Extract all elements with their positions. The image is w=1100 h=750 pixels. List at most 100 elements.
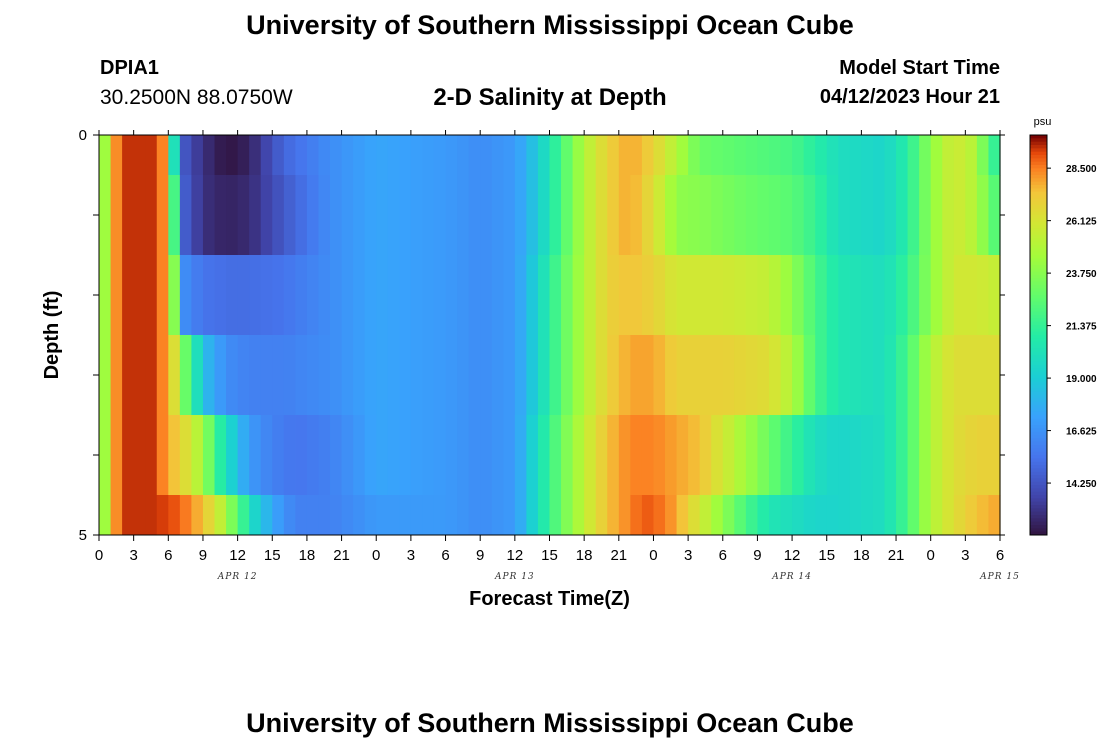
heatmap-cell bbox=[468, 415, 481, 496]
heatmap-cell bbox=[792, 415, 805, 496]
heatmap-cell bbox=[399, 175, 412, 256]
heatmap-cell bbox=[272, 335, 285, 416]
heatmap-cell bbox=[364, 175, 377, 256]
y-tick-label: 0 bbox=[79, 127, 87, 144]
heatmap-cell bbox=[214, 175, 227, 256]
heatmap-cell bbox=[364, 495, 377, 536]
heatmap-cell bbox=[688, 255, 701, 336]
heatmap-cell bbox=[665, 495, 678, 536]
colorbar-band bbox=[1030, 431, 1047, 436]
colorbar-band bbox=[1030, 311, 1047, 316]
colorbar-band bbox=[1030, 165, 1047, 169]
colorbar-band bbox=[1030, 378, 1047, 383]
x-tick-label: 15 bbox=[264, 547, 281, 564]
heatmap-cell bbox=[549, 175, 562, 256]
heatmap-cell bbox=[272, 175, 285, 256]
heatmap-cell bbox=[376, 415, 389, 496]
heatmap-cell bbox=[272, 415, 285, 496]
heatmap-cell bbox=[676, 335, 689, 416]
heatmap-cell bbox=[665, 255, 678, 336]
heatmap-cell bbox=[734, 415, 747, 496]
heatmap-cell bbox=[433, 335, 447, 416]
heatmap-cell bbox=[572, 495, 585, 536]
x-tick-label: 21 bbox=[888, 547, 905, 564]
heatmap-cell bbox=[607, 495, 620, 536]
x-tick-label: 12 bbox=[507, 547, 524, 564]
heatmap-cell bbox=[387, 255, 400, 336]
heatmap-cell bbox=[399, 135, 412, 176]
heatmap-cell bbox=[237, 255, 250, 336]
heatmap-cell bbox=[272, 255, 285, 336]
date-label: APR 13 bbox=[494, 572, 535, 582]
heatmap-cell bbox=[757, 335, 770, 416]
heatmap-cell bbox=[618, 135, 631, 176]
heatmap-cell bbox=[711, 335, 724, 416]
heatmap-cell bbox=[549, 495, 562, 536]
heatmap-cell bbox=[526, 335, 539, 416]
heatmap-cell bbox=[653, 135, 666, 176]
heatmap-cell bbox=[653, 495, 666, 536]
colorbar-band bbox=[1030, 411, 1047, 416]
colorbar-band bbox=[1030, 421, 1047, 426]
heatmap-cell bbox=[214, 495, 227, 536]
heatmap-cell bbox=[503, 495, 516, 536]
heatmap-cell bbox=[976, 415, 990, 496]
heatmap-cell bbox=[202, 335, 216, 416]
heatmap-cell bbox=[537, 175, 551, 256]
heatmap-cell bbox=[699, 335, 712, 416]
heatmap-cell bbox=[838, 335, 851, 416]
colorbar-band bbox=[1030, 461, 1047, 466]
heatmap-cell bbox=[872, 135, 886, 176]
heatmap-cell bbox=[179, 495, 193, 536]
heatmap-cell bbox=[976, 135, 990, 176]
colorbar-band bbox=[1030, 521, 1047, 526]
heatmap-cell bbox=[976, 495, 990, 536]
colorbar-band bbox=[1030, 358, 1047, 363]
heatmap-cell bbox=[249, 495, 262, 536]
heatmap-cell bbox=[965, 335, 978, 416]
heatmap-cell bbox=[318, 255, 331, 336]
heatmap-cell bbox=[953, 135, 966, 176]
heatmap-cell bbox=[942, 495, 955, 536]
heatmap-cell bbox=[226, 495, 239, 536]
heatmap-cell bbox=[295, 495, 308, 536]
x-tick-label: 21 bbox=[610, 547, 627, 564]
colorbar-band bbox=[1030, 371, 1047, 376]
heatmap-cell bbox=[445, 255, 458, 336]
heatmap-cell bbox=[306, 255, 320, 336]
heatmap-cell bbox=[653, 255, 666, 336]
heatmap-cell bbox=[815, 135, 828, 176]
heatmap-cell bbox=[676, 135, 689, 176]
colorbar-band bbox=[1030, 531, 1047, 536]
heatmap-cell bbox=[491, 495, 504, 536]
colorbar-tick-label: 23.750 bbox=[1066, 269, 1097, 280]
heatmap-cell bbox=[445, 495, 458, 536]
colorbar-band bbox=[1030, 225, 1047, 229]
heatmap-cell bbox=[168, 415, 181, 496]
heatmap-cell bbox=[179, 335, 193, 416]
heatmap-cell bbox=[226, 255, 239, 336]
colorbar-band bbox=[1030, 228, 1047, 233]
heatmap-cell bbox=[745, 175, 759, 256]
heatmap-cell bbox=[884, 255, 897, 336]
colorbar-band bbox=[1030, 271, 1047, 276]
heatmap-cell bbox=[757, 175, 770, 256]
heatmap-cell bbox=[376, 135, 389, 176]
heatmap-cell bbox=[249, 175, 262, 256]
colorbar-band bbox=[1030, 248, 1047, 253]
heatmap-cell bbox=[341, 495, 354, 536]
heatmap-cell bbox=[503, 415, 516, 496]
heatmap-cell bbox=[699, 255, 712, 336]
heatmap-cell bbox=[214, 335, 227, 416]
x-tick-label: 6 bbox=[164, 547, 172, 564]
heatmap-cell bbox=[618, 495, 631, 536]
x-tick-label: 0 bbox=[649, 547, 657, 564]
heatmap-cell bbox=[826, 335, 839, 416]
heatmap-cell bbox=[353, 175, 366, 256]
colorbar-band bbox=[1030, 391, 1047, 396]
heatmap-cell bbox=[422, 135, 435, 176]
colorbar-tick-label: 26.125 bbox=[1066, 217, 1097, 228]
colorbar-frame bbox=[1029, 134, 1048, 536]
heatmap-cell bbox=[861, 415, 874, 496]
heatmap-cell bbox=[526, 255, 539, 336]
